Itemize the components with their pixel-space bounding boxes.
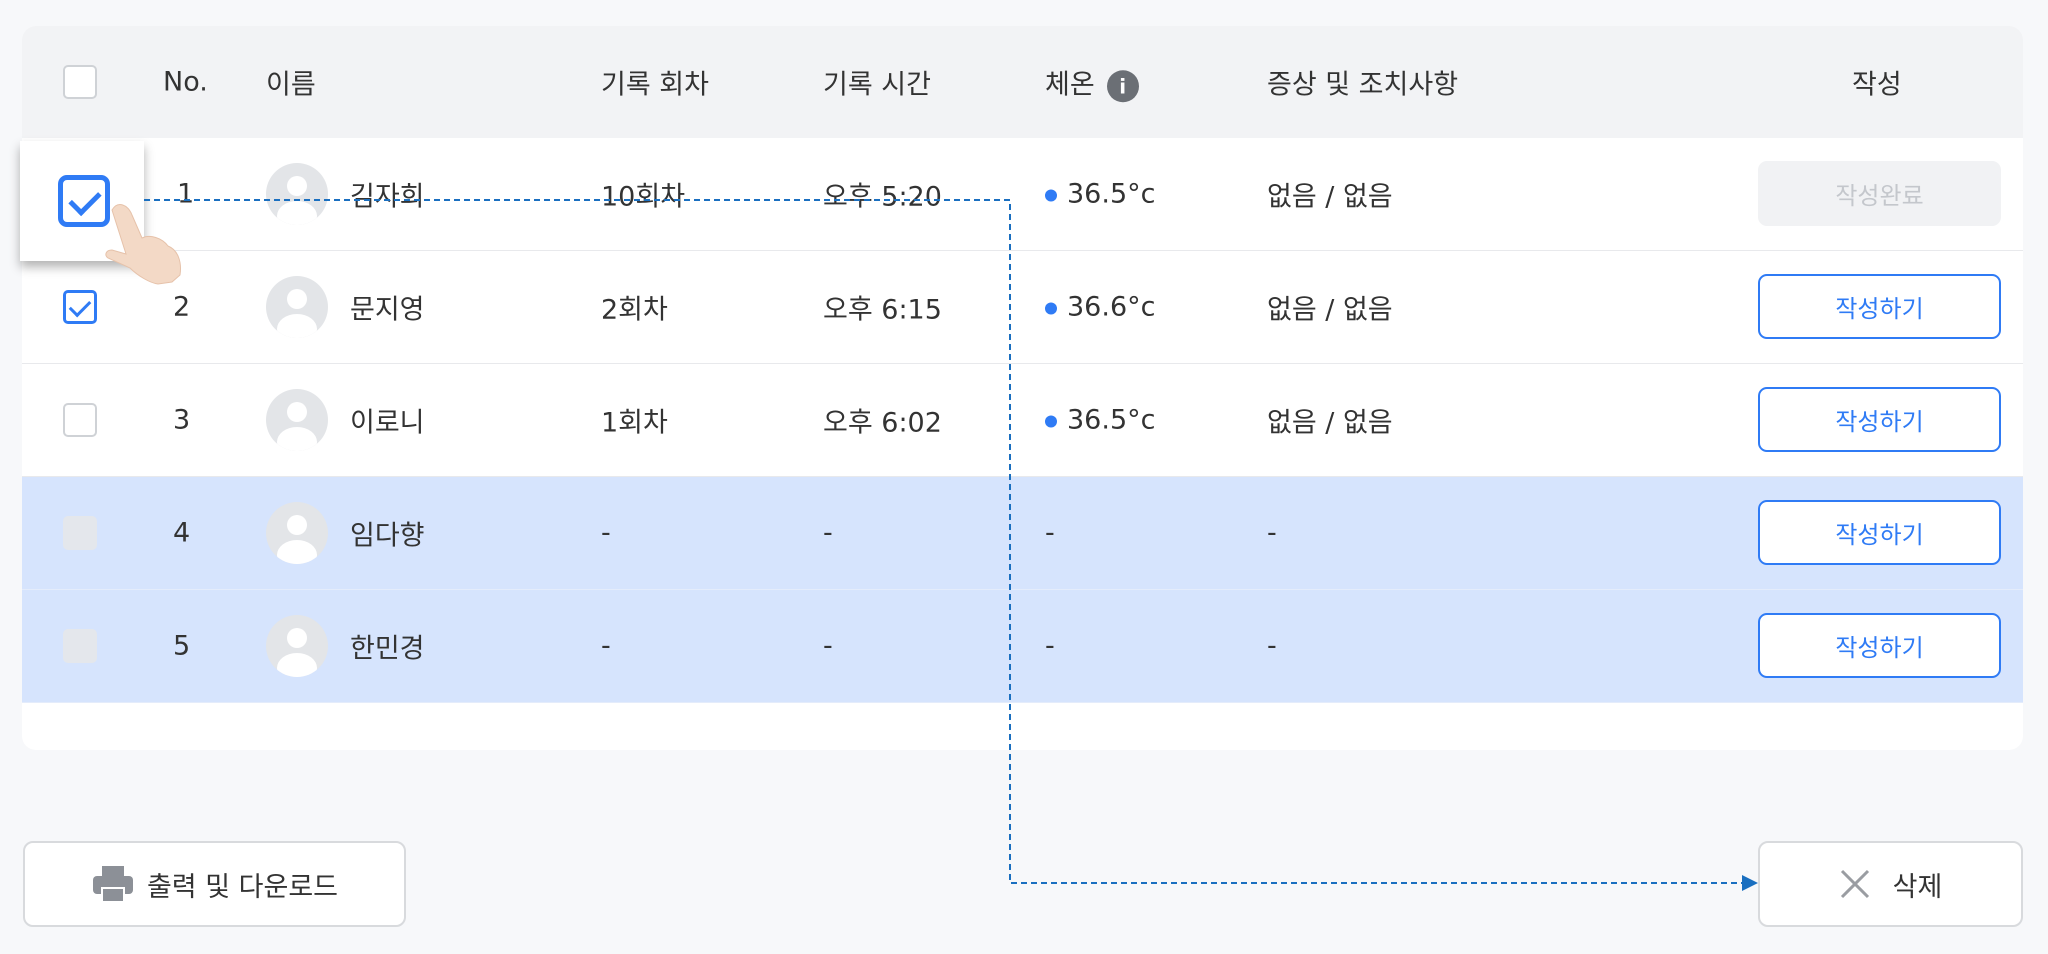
pointing-hand-icon: [105, 204, 181, 285]
print-download-label: 출력 및 다운로드: [146, 871, 339, 903]
header-temp-label: 체온: [1045, 69, 1095, 101]
avatar: [266, 389, 328, 451]
table-row: 4 임다향 - - - - 작성하기: [22, 477, 2023, 590]
temp-status-dot: [1045, 302, 1057, 314]
avatar: [266, 615, 328, 677]
row-name: 김자희: [350, 181, 425, 213]
header-temp: 체온 i: [1045, 62, 1139, 102]
row-name: 한민경: [350, 633, 425, 665]
row-temp-value: 36.5°c: [1067, 404, 1156, 436]
row-temp: -: [1045, 518, 1055, 549]
row-symptom: 없음 / 없음: [1267, 407, 1393, 439]
temp-status-dot: [1045, 415, 1057, 427]
header-no: No.: [163, 66, 208, 98]
select-all-checkbox[interactable]: [63, 65, 97, 99]
row-symptom: -: [1267, 517, 1277, 549]
completed-button: 작성완료: [1758, 161, 2001, 226]
row-round: -: [601, 517, 611, 549]
row-temp-value: 36.5°c: [1067, 178, 1156, 210]
delete-label: 삭제: [1892, 871, 1943, 903]
table-row: 5 한민경 - - - - 작성하기: [22, 590, 2023, 703]
row-no: 4: [173, 517, 191, 549]
row-temp-value: -: [1045, 630, 1055, 662]
row-symptom: 없음 / 없음: [1267, 294, 1393, 326]
printer-icon: [92, 866, 133, 903]
row-temp-value: -: [1045, 517, 1055, 549]
row-no: 1: [177, 178, 195, 210]
row-round: 2회차: [601, 294, 668, 326]
row-round: -: [601, 630, 611, 662]
attendance-table: No. 이름 기록 회차 기록 시간 체온 i 증상 및 조치사항 작성 1 김자…: [22, 26, 2023, 750]
row-name: 문지영: [350, 294, 425, 326]
write-button[interactable]: 작성하기: [1758, 613, 2001, 678]
row-time: -: [823, 630, 833, 662]
write-button[interactable]: 작성하기: [1758, 500, 2001, 565]
row-checkbox[interactable]: [63, 403, 97, 437]
info-icon[interactable]: i: [1106, 69, 1139, 102]
row-round: 1회차: [601, 407, 668, 439]
print-download-button[interactable]: 출력 및 다운로드: [23, 841, 406, 927]
header-name: 이름: [266, 69, 316, 101]
table-header: No. 이름 기록 회차 기록 시간 체온 i 증상 및 조치사항 작성: [22, 26, 2023, 138]
close-icon: [1840, 869, 1869, 899]
row-checkbox[interactable]: [63, 516, 97, 550]
table-row: 2 문지영 2회차 오후 6:15 36.6°c 없음 / 없음 작성하기: [22, 251, 2023, 364]
row-time: 오후 5:20: [823, 181, 942, 213]
avatar: [266, 163, 328, 225]
row-temp: 36.5°c: [1045, 405, 1155, 436]
row-no: 5: [173, 630, 191, 662]
write-button[interactable]: 작성하기: [1758, 387, 2001, 452]
row-no: 2: [173, 291, 191, 323]
temp-status-dot: [1045, 189, 1057, 201]
avatar: [266, 276, 328, 338]
row-round: 10회차: [601, 181, 686, 213]
row-time: 오후 6:15: [823, 294, 942, 326]
row-no: 3: [173, 404, 191, 436]
avatar: [266, 502, 328, 564]
row-time: 오후 6:02: [823, 407, 942, 439]
row-temp: 36.6°c: [1045, 292, 1155, 323]
row-name: 임다향: [350, 520, 425, 552]
write-button[interactable]: 작성하기: [1758, 274, 2001, 339]
header-round: 기록 회차: [601, 69, 709, 101]
row-symptom: 없음 / 없음: [1267, 181, 1393, 213]
row-symptom: -: [1267, 630, 1277, 662]
row-checkbox[interactable]: [63, 629, 97, 663]
row-temp-value: 36.6°c: [1067, 291, 1156, 323]
header-symptom: 증상 및 조치사항: [1267, 69, 1459, 101]
row-checkbox[interactable]: [63, 290, 97, 324]
row-temp: 36.5°c: [1045, 179, 1155, 210]
row-name: 이로니: [350, 407, 425, 439]
row-checkbox-zoomed[interactable]: [58, 175, 110, 227]
delete-button[interactable]: 삭제: [1758, 841, 2023, 927]
header-time: 기록 시간: [823, 69, 931, 101]
table-row: 3 이로니 1회차 오후 6:02 36.5°c 없음 / 없음 작성하기: [22, 364, 2023, 477]
header-write: 작성: [1852, 69, 1902, 101]
row-temp: -: [1045, 631, 1055, 662]
row-time: -: [823, 517, 833, 549]
